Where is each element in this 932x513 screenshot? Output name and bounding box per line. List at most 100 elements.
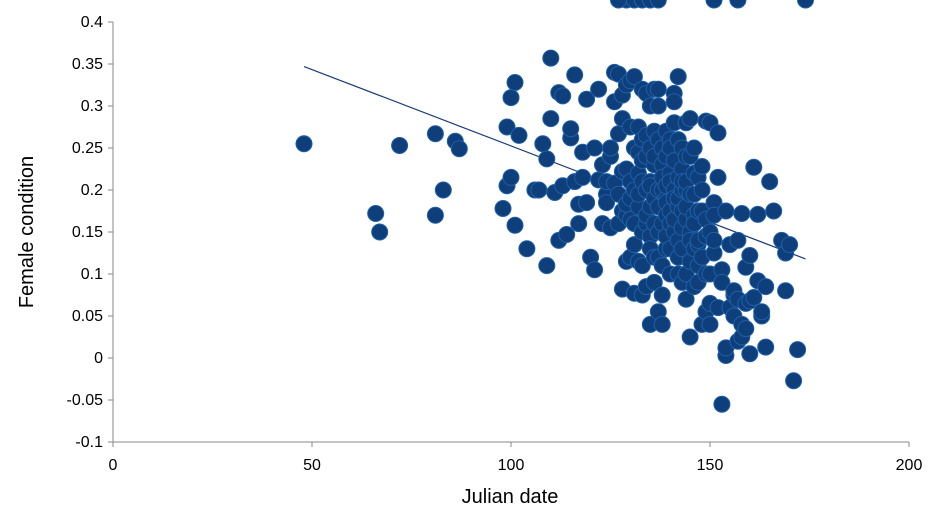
data-point xyxy=(669,68,687,86)
data-point xyxy=(633,257,651,275)
data-point xyxy=(530,181,548,199)
data-point xyxy=(562,120,580,138)
y-tick-label: 0.2 xyxy=(81,182,103,199)
data-point xyxy=(295,135,313,153)
data-point xyxy=(797,0,814,9)
data-point xyxy=(765,202,783,220)
data-point xyxy=(753,303,771,321)
data-point xyxy=(586,261,604,279)
data-point xyxy=(602,139,619,157)
x-axis-title: Julian date xyxy=(462,486,559,508)
data-point xyxy=(741,345,759,363)
data-point xyxy=(586,139,604,157)
data-point xyxy=(502,89,520,107)
data-point xyxy=(494,200,512,217)
y-tick-label: 0.1 xyxy=(81,266,103,283)
data-point xyxy=(625,68,643,86)
y-tick-label: 0 xyxy=(94,350,103,367)
data-point xyxy=(701,315,719,333)
data-point xyxy=(729,231,747,249)
data-point xyxy=(538,257,556,275)
x-tick-label: 100 xyxy=(498,457,525,474)
y-tick-label: 0.25 xyxy=(72,140,103,157)
data-point xyxy=(745,158,763,176)
data-point xyxy=(578,194,596,212)
data-point xyxy=(713,395,731,413)
data-point xyxy=(713,273,731,291)
data-point xyxy=(693,181,711,199)
data-point xyxy=(761,173,779,191)
y-tick-label: -0.1 xyxy=(75,434,103,451)
data-point xyxy=(685,139,703,157)
data-point xyxy=(649,0,667,9)
data-point xyxy=(391,137,409,154)
data-point xyxy=(506,216,524,234)
x-tick-label: 50 xyxy=(303,457,321,474)
data-point xyxy=(737,320,755,338)
data-point xyxy=(590,80,608,98)
data-point xyxy=(681,110,699,128)
data-point xyxy=(681,328,699,346)
data-point xyxy=(518,240,536,258)
data-point xyxy=(450,140,468,158)
data-point xyxy=(574,168,592,186)
y-tick-label: 0.35 xyxy=(72,56,103,73)
data-point xyxy=(649,97,667,115)
data-point xyxy=(598,194,615,212)
axes xyxy=(108,21,910,447)
y-axis-title: Female condition xyxy=(16,156,38,308)
data-point xyxy=(426,125,444,143)
x-tick-label: 150 xyxy=(697,457,724,474)
data-point xyxy=(705,0,723,9)
data-point xyxy=(757,278,775,296)
data-point xyxy=(705,231,723,249)
data-point xyxy=(542,49,560,67)
data-point xyxy=(570,215,588,233)
data-point xyxy=(677,290,695,308)
data-point xyxy=(434,181,452,199)
data-point xyxy=(506,74,524,91)
data-point xyxy=(498,118,516,136)
data-point xyxy=(693,158,711,175)
data-point xyxy=(653,286,671,304)
data-point xyxy=(709,124,727,142)
data-point xyxy=(717,202,735,220)
data-point xyxy=(367,205,385,222)
data-point xyxy=(789,341,807,359)
y-tick-label: 0.05 xyxy=(72,308,103,325)
data-point xyxy=(733,205,751,222)
data-point xyxy=(610,0,627,9)
data-point xyxy=(781,236,799,254)
x-tick-label: 200 xyxy=(896,457,923,474)
data-point xyxy=(625,236,643,254)
data-point xyxy=(371,223,389,241)
data-point xyxy=(777,282,795,300)
x-tick-label: 0 xyxy=(109,457,118,474)
trendline xyxy=(303,65,806,260)
data-point xyxy=(538,150,556,168)
y-tick-label: -0.05 xyxy=(67,392,104,409)
data-point xyxy=(578,90,596,108)
data-point xyxy=(785,372,803,390)
data-point xyxy=(645,273,663,291)
data-point xyxy=(542,110,560,128)
y-tick-label: 0.3 xyxy=(81,98,103,115)
data-point xyxy=(426,206,444,224)
y-tick-label: 0.15 xyxy=(72,224,103,241)
data-point xyxy=(649,80,667,98)
data-point xyxy=(745,289,763,306)
trendline-layer xyxy=(303,65,806,260)
data-point xyxy=(558,226,576,243)
data-point xyxy=(757,338,775,356)
data-point xyxy=(502,168,520,186)
data-point xyxy=(665,93,683,111)
y-tick-label: 0.4 xyxy=(81,14,103,31)
data-point xyxy=(729,0,747,9)
data-points xyxy=(295,0,814,413)
data-point xyxy=(709,168,727,186)
data-point xyxy=(653,315,671,333)
data-point xyxy=(741,247,759,264)
data-point xyxy=(510,126,528,144)
tick-labels: -0.1 -0.05 0 0.05 0.1 0.15 0.2 0.25 0.3 0.35 0.4 0 5… xyxy=(67,14,923,474)
